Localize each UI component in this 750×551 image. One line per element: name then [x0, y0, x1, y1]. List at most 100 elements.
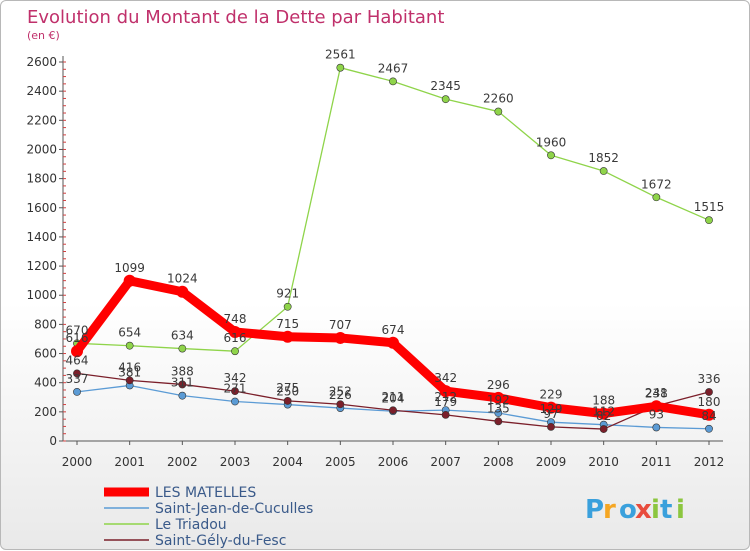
series-point-1 [494, 409, 503, 417]
data-label: 229 [540, 388, 563, 402]
data-label: 670 [66, 323, 89, 337]
y-tick-label: 400 [34, 376, 57, 390]
data-label: 84 [701, 409, 716, 423]
data-label: 2345 [430, 79, 461, 93]
logo-letter: i [676, 495, 685, 525]
data-label: 1672 [641, 177, 672, 191]
data-label: 180 [698, 395, 721, 409]
logo-letter: i [651, 495, 660, 525]
data-label: 1024 [167, 272, 198, 286]
series-point-2 [389, 77, 397, 86]
series-point-0 [703, 408, 715, 421]
data-label: 129 [540, 402, 563, 416]
data-label: 1515 [694, 200, 725, 214]
legend-label-3: Saint-Gély-du-Fesc [155, 533, 286, 549]
series-point-0 [123, 274, 136, 287]
series-point-3 [494, 417, 503, 426]
y-tick-label: 2400 [26, 84, 57, 98]
series-point-0 [176, 285, 189, 298]
data-label: 238 [645, 386, 668, 400]
data-labels: 670 654 634 616 921 2561 2467 2345 2260 1960 1852 1… [66, 48, 725, 423]
legend-label-1: Saint-Jean-de-Cuculles [155, 501, 313, 517]
y-tick-label: 1000 [26, 288, 57, 302]
data-label: 336 [698, 372, 721, 386]
y-tick-label: 1600 [26, 201, 57, 215]
data-label: 188 [592, 394, 615, 408]
series-point-0 [650, 400, 663, 413]
series-point-0 [492, 391, 505, 404]
series-point-0 [597, 407, 610, 420]
series-point-0 [281, 330, 294, 343]
x-tick-label: 2001 [114, 455, 145, 469]
x-tick-label: 2008 [483, 455, 514, 469]
series-point-2 [652, 193, 661, 202]
data-label: 464 [66, 353, 89, 367]
series-point-1 [178, 391, 187, 400]
data-label: 921 [276, 287, 299, 301]
data-label: 250 [276, 385, 299, 399]
data-label: 93 [649, 407, 664, 421]
logo-letter: P [585, 495, 604, 525]
y-tick-label: 2000 [26, 142, 57, 156]
series-point-1 [705, 424, 713, 433]
data-label: 715 [276, 317, 299, 331]
data-label: 192 [487, 393, 510, 407]
x-tick-label: 2012 [694, 455, 725, 469]
series-point-2 [599, 167, 608, 175]
data-label: 707 [329, 318, 352, 332]
series-point-3 [705, 388, 713, 396]
axes: 0 200 400 600 800 1000 1200 1400 1600 1800 2000 220… [26, 55, 724, 469]
data-label: 337 [66, 372, 89, 386]
x-tick-label: 2004 [272, 455, 303, 469]
series-point-2 [231, 347, 239, 356]
series-point-2 [336, 63, 345, 72]
chart-title: Evolution du Montant de la Dette par Hab… [27, 7, 444, 28]
y-tick-label: 200 [34, 405, 57, 419]
data-label: 634 [171, 329, 194, 343]
y-tick-label: 600 [34, 347, 57, 361]
data-label: 296 [487, 378, 510, 392]
data-label: 2260 [483, 92, 514, 106]
series-point-3 [599, 425, 608, 433]
series-point-2 [125, 341, 134, 350]
data-label: 97 [543, 407, 558, 421]
data-label: 179 [434, 395, 457, 409]
x-tick-label: 2002 [167, 455, 198, 469]
x-tick-label: 2007 [430, 455, 461, 469]
logo-letter: x [635, 495, 652, 525]
y-tick-label: 2600 [26, 55, 57, 69]
data-label: 342 [434, 371, 457, 385]
data-label: 616 [66, 331, 89, 345]
series-point-3 [389, 406, 397, 415]
data-label: 241 [645, 386, 668, 400]
series-point-2 [441, 95, 450, 104]
series-point-1 [652, 423, 661, 432]
data-label: 416 [118, 360, 141, 374]
data-label: 135 [487, 401, 510, 415]
data-label: 112 [592, 405, 615, 419]
series-point-3 [231, 387, 239, 396]
data-label: 211 [382, 390, 405, 404]
x-tick-label: 2009 [536, 455, 567, 469]
series-point-3 [547, 422, 555, 431]
series-point-3 [125, 376, 134, 385]
series-point-2 [283, 302, 292, 311]
data-label: 1960 [536, 135, 567, 149]
data-label: 275 [276, 381, 299, 395]
data-label: 654 [118, 326, 141, 340]
legend-label-2: Le Triadou [155, 517, 227, 533]
legend-label-0: LES MATELLES [155, 485, 256, 501]
x-tick-label: 2003 [220, 455, 251, 469]
data-label: 748 [224, 312, 247, 326]
data-label: 342 [224, 371, 247, 385]
data-label: 2467 [378, 61, 409, 75]
data-label: 204 [382, 391, 405, 405]
series-point-3 [73, 369, 81, 378]
y-tick-label: 1400 [26, 230, 57, 244]
data-label: 1852 [588, 151, 619, 165]
logo-letter: r [603, 495, 616, 525]
series-point-0 [387, 336, 399, 349]
